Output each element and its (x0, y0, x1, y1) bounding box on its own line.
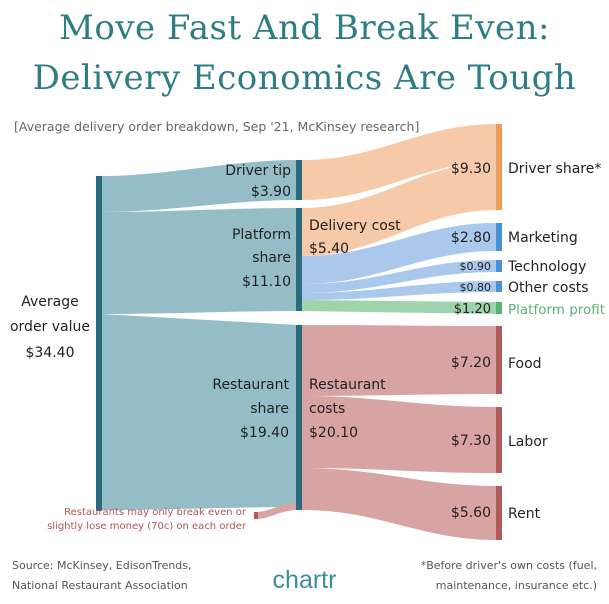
food-value: $7.20 (451, 355, 491, 371)
source-note: Source: McKinsey, EdisonTrends, National… (12, 556, 192, 596)
flow-delivery-cost-to-driver-share (302, 162, 496, 256)
technology-value: $0.90 (460, 260, 492, 273)
node-bar-average (96, 176, 102, 511)
restaurant-costs-value: $20.10 (309, 425, 358, 441)
source-line-1: Source: McKinsey, EdisonTrends, (12, 559, 192, 572)
restaurant-costs-label-2: costs (309, 401, 345, 417)
labor-value: $7.30 (451, 433, 491, 449)
node-bar-food (496, 326, 502, 394)
flow-average-to-restaurant-share (101, 314, 298, 510)
node-bar-marketing (496, 223, 502, 251)
flow-driver-tip-to-driver-share (302, 124, 496, 200)
driver-tip-label: Driver tip (225, 163, 291, 179)
restaurant-share-label-1: Restaurant (212, 377, 289, 393)
flow-platform-to-technology (302, 260, 496, 293)
annotation-line-2: slightly lose money (70c) on each order (47, 521, 247, 532)
marketing-value: $2.80 (451, 230, 491, 246)
node-bar-driver-tip (296, 160, 302, 200)
platform-share-label-1: Platform (232, 227, 291, 243)
restaurant-share-label-2: share (250, 401, 289, 417)
other-costs-label: Other costs (508, 280, 589, 296)
marketing-label: Marketing (508, 230, 578, 246)
node-bar-technology (496, 260, 502, 272)
food-label: Food (508, 356, 542, 372)
other-costs-value: $0.80 (460, 281, 492, 294)
average-label-1: Average (21, 294, 79, 310)
rent-value: $5.60 (451, 505, 491, 521)
node-bar-platform-share (296, 208, 302, 311)
restaurant-share-value: $19.40 (240, 425, 289, 441)
node-bar-labor (496, 407, 502, 473)
driver-tip-value: $3.90 (251, 184, 291, 200)
footnote: *Before driver's own costs (fuel, mainte… (421, 556, 597, 596)
title-line-1: Move Fast And Break Even: (59, 8, 550, 48)
node-bar-platform-profit (496, 302, 502, 314)
average-value: $34.40 (26, 345, 75, 361)
flow-average-to-driver-tip (101, 160, 298, 212)
footnote-line-2: maintenance, insurance etc.) (435, 579, 597, 592)
driver-share-value: $9.30 (451, 161, 491, 177)
driver-share-label: Driver share* (508, 161, 601, 177)
flow-platform-to-marketing (302, 223, 496, 284)
flow-restaurant-to-food (302, 325, 496, 396)
delivery-cost-value: $5.40 (309, 241, 349, 257)
labor-label: Labor (508, 434, 548, 450)
flow-platform-to-profit (302, 300, 496, 314)
subtitle: [Average delivery order breakdown, Sep '… (14, 119, 420, 134)
annotation-line-1: Restaurants may only break even or (64, 507, 247, 518)
flow-restaurant-loss (256, 503, 298, 519)
node-bar-driver-share (496, 124, 502, 210)
flow-restaurant-to-labor (302, 396, 496, 473)
flow-average-to-platform-share (101, 208, 298, 314)
platform-profit-value: $1.20 (454, 302, 491, 317)
node-bar-restaurant-share (296, 325, 302, 510)
node-bar-rent (496, 486, 502, 540)
chartr-logo: chartr (272, 566, 337, 594)
platform-share-value: $11.10 (242, 274, 291, 290)
technology-label: Technology (507, 259, 586, 275)
node-bar-loss (254, 512, 258, 519)
flow-restaurant-to-rent (302, 468, 496, 540)
title-line-2: Delivery Economics Are Tough (32, 58, 577, 98)
node-bar-other-costs (496, 281, 502, 292)
source-line-2: National Restaurant Association (12, 579, 188, 592)
restaurant-costs-label-1: Restaurant (309, 377, 386, 393)
average-label-2: order value (10, 319, 90, 335)
platform-profit-label: Platform profit (508, 302, 605, 318)
flow-platform-to-other-costs (302, 281, 496, 300)
platform-share-label-2: share (252, 250, 291, 266)
rent-label: Rent (508, 506, 541, 522)
footnote-line-1: *Before driver's own costs (fuel, (420, 559, 597, 572)
delivery-cost-label: Delivery cost (309, 218, 401, 234)
